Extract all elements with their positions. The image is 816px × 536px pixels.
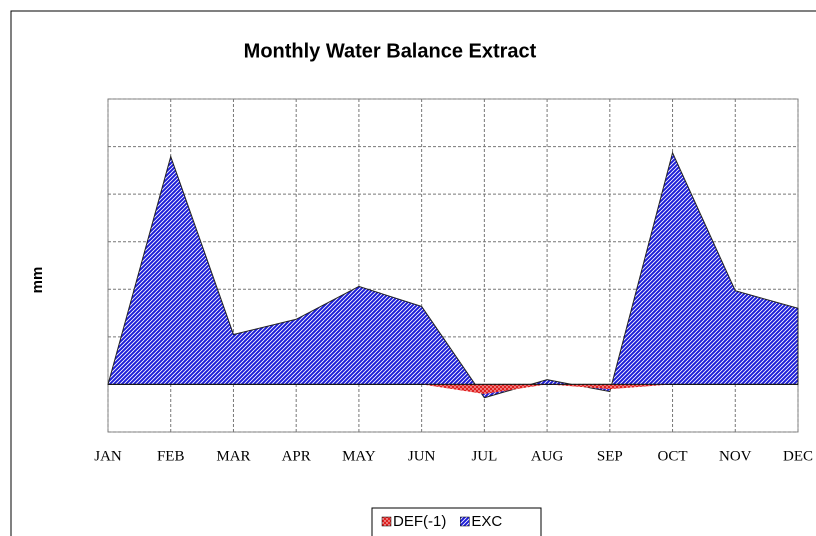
x-tick-label: AUG — [531, 448, 564, 464]
x-tick-label: FEB — [157, 448, 185, 464]
x-tick-label: NOV — [719, 448, 752, 464]
legend-swatch — [381, 516, 392, 527]
area — [108, 384, 798, 394]
chart-title: Monthly Water Balance Extract — [244, 40, 537, 62]
legend-box — [371, 507, 542, 536]
legend-label: EXC — [471, 513, 502, 530]
legend-swatch — [460, 516, 470, 527]
x-tick-label: MAR — [216, 448, 250, 464]
x-tick-label: JUL — [471, 448, 497, 464]
x-tick-label: OCT — [658, 448, 688, 464]
x-tick-label: JUN — [408, 448, 436, 464]
y-axis-label: mm — [29, 267, 46, 294]
x-tick-label: APR — [282, 448, 311, 464]
x-tick-label: DEC — [783, 448, 813, 464]
legend-label: DEF(-1) — [393, 513, 446, 530]
x-tick-label: JAN — [94, 448, 122, 464]
x-tick-label: SEP — [597, 448, 623, 464]
x-tick-label: MAY — [342, 448, 376, 464]
